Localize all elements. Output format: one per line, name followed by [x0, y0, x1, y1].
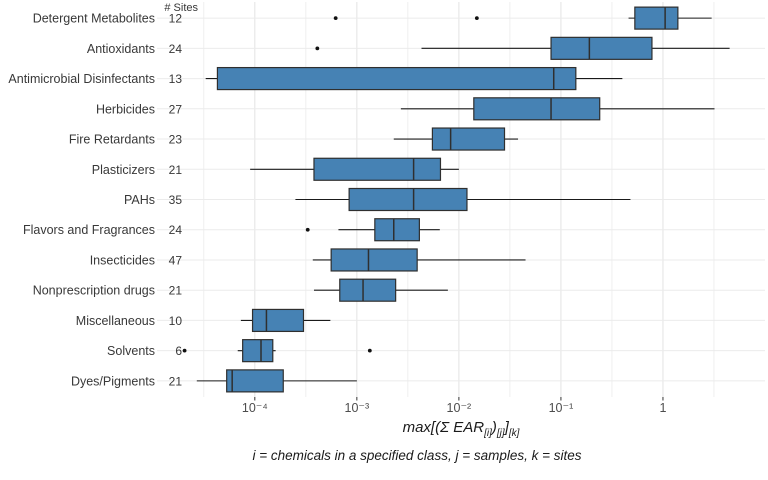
- site-count: 21: [169, 284, 183, 298]
- category-label: Solvents: [107, 344, 155, 358]
- box: [634, 6, 679, 30]
- category-label: Plasticizers: [92, 163, 155, 177]
- category-label: Herbicides: [96, 102, 155, 116]
- outlier-point: [182, 348, 187, 353]
- figure-caption: i = chemicals in a specified class, j = …: [252, 448, 582, 463]
- site-count: 24: [169, 42, 183, 56]
- box: [339, 278, 397, 302]
- outlier-point: [367, 348, 372, 353]
- box: [431, 127, 506, 151]
- site-count: 27: [169, 102, 183, 116]
- x-axis-title-text: max[(Σ EAR[i])[j]][k]: [402, 419, 520, 439]
- box: [550, 36, 653, 60]
- box: [216, 66, 577, 91]
- x-axis-title-segment: ): [491, 419, 497, 436]
- box: [226, 369, 284, 393]
- x-axis-title-subscript: [i]: [484, 428, 492, 439]
- sites-header: # Sites: [164, 2, 198, 14]
- category-label: Nonprescription drugs: [33, 284, 155, 298]
- category-label: Fire Retardants: [69, 133, 155, 147]
- site-count: 21: [169, 163, 183, 177]
- box: [242, 339, 274, 363]
- site-count: 12: [169, 12, 183, 26]
- x-axis-title-subscript: [k]: [508, 428, 520, 439]
- category-label: Antimicrobial Disinfectants: [8, 72, 155, 86]
- outlier-point: [474, 16, 479, 21]
- category-label: Flavors and Fragrances: [23, 223, 155, 237]
- x-tick-label: 10⁻²: [447, 401, 472, 415]
- box: [313, 157, 442, 181]
- x-axis-title: max[(Σ EAR[i])[j]][k]: [77, 419, 768, 439]
- site-count: 35: [169, 193, 183, 207]
- x-axis-title-segment: max[(Σ EAR: [402, 419, 485, 436]
- outlier-point: [315, 46, 320, 51]
- site-count: 23: [169, 133, 183, 147]
- x-axis-title-subscript: [j]: [496, 428, 505, 439]
- box: [473, 97, 601, 121]
- x-tick-label: 10⁻¹: [549, 401, 574, 415]
- x-tick-label: 10⁻⁴: [242, 401, 268, 415]
- x-tick-label: 10⁻³: [345, 401, 370, 415]
- box: [348, 187, 468, 212]
- box: [330, 248, 418, 272]
- category-label: Detergent Metabolites: [33, 12, 155, 26]
- site-count: 47: [169, 253, 183, 267]
- box: [374, 218, 420, 242]
- category-label: PAHs: [124, 193, 155, 207]
- box: [251, 308, 305, 333]
- site-count: 10: [169, 314, 183, 328]
- site-count: 21: [169, 374, 183, 388]
- x-axis-title-segment: ]: [504, 419, 509, 436]
- x-tick-label: 1: [659, 401, 666, 415]
- category-label: Antioxidants: [87, 42, 155, 56]
- category-label: Dyes/Pigments: [71, 374, 155, 388]
- category-label: Miscellaneous: [76, 314, 155, 328]
- outlier-point: [305, 227, 310, 232]
- category-label: Insecticides: [90, 253, 155, 267]
- site-count: 6: [175, 344, 182, 358]
- site-count: 24: [169, 223, 183, 237]
- outlier-point: [333, 16, 338, 21]
- site-count: 13: [169, 72, 183, 86]
